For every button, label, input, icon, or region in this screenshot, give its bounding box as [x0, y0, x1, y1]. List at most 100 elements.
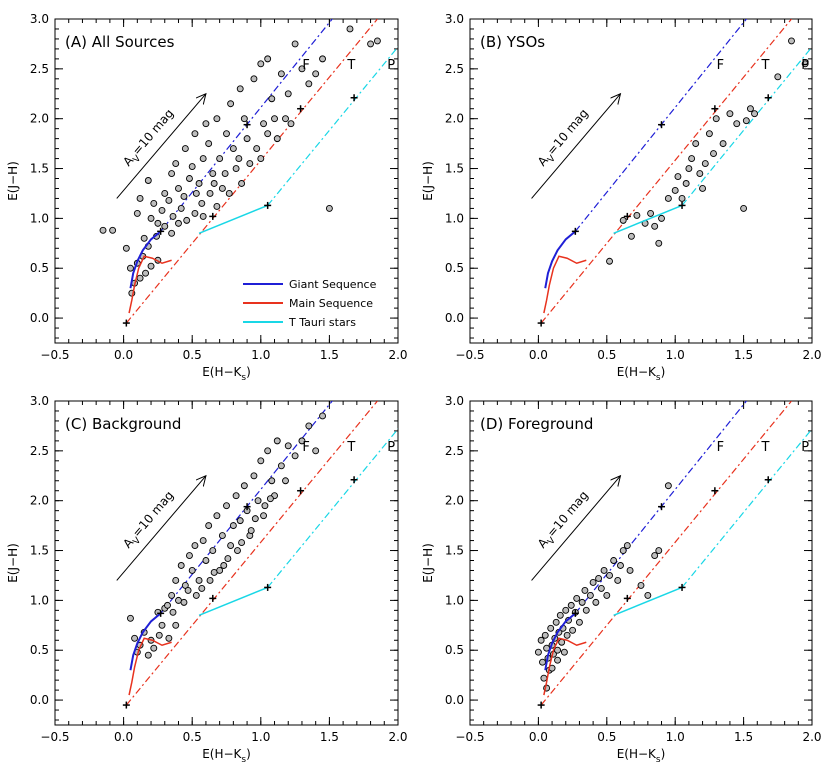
data-point	[325, 204, 333, 212]
panel-all-sources: −0.5 0.0 0.5 1.0 1.5 2.0 0.0 0.5 1.0 1.5 2.0 2.5 3.0…	[6, 12, 408, 383]
data-point	[177, 204, 185, 212]
plus-marker	[623, 212, 631, 220]
panel-background: −0.5 0.0 0.5 1.0 1.5 2.0 0.0 0.5 1.0 1.5 2.0 2.5 3.0…	[6, 394, 408, 765]
data-point	[562, 606, 570, 614]
plus-marker	[678, 201, 686, 209]
plus-marker	[658, 503, 666, 511]
panel-ysos: −0.5 0.0 0.5 1.0 1.5 2.0 0.0 0.5 1.0 1.5 2.0 2.5 3.0…	[421, 12, 822, 383]
y-tick-label: 3.0	[445, 12, 464, 26]
data-point	[142, 269, 150, 277]
data-point	[161, 222, 169, 230]
data-point	[216, 155, 224, 163]
data-point	[291, 452, 299, 460]
data-point	[298, 437, 306, 445]
giant-reddening-line	[574, 401, 748, 614]
data-point	[539, 658, 546, 666]
x-tick-label: 0.5	[183, 348, 202, 362]
ttauri-reddening-line	[681, 46, 812, 206]
plus-marker	[623, 594, 631, 602]
data-point	[251, 515, 259, 523]
y-tick-label: 1.5	[445, 162, 464, 176]
data-point	[287, 120, 295, 128]
data-point	[282, 115, 289, 123]
main-sequence-curve	[543, 637, 587, 696]
data-point	[261, 502, 269, 510]
plus-marker	[209, 212, 217, 220]
y-tick-label: 0.5	[30, 261, 49, 275]
plot-frame	[54, 400, 399, 726]
data-point	[243, 135, 251, 143]
data-point	[181, 145, 189, 153]
x-tick-label: 0.5	[183, 730, 202, 744]
giant-sequence-curve	[129, 230, 162, 289]
plot-area	[122, 401, 398, 709]
data-point	[234, 547, 241, 554]
extinction-arrow	[531, 476, 621, 581]
plus-marker	[264, 201, 272, 209]
data-point	[221, 170, 229, 177]
data-point	[169, 212, 177, 220]
y-tick-label: 1.0	[445, 211, 464, 225]
data-point	[154, 219, 162, 227]
data-point	[213, 202, 221, 210]
data-point	[205, 522, 213, 530]
x-tick-label: −0.5	[455, 730, 484, 744]
data-point	[136, 274, 144, 282]
data-point	[168, 229, 176, 237]
plus-marker	[537, 319, 545, 327]
data-point	[305, 80, 313, 88]
data-point	[127, 264, 134, 272]
main-sequence-curve	[543, 255, 587, 314]
data-point	[619, 216, 627, 224]
sequence-label-t: T	[761, 58, 770, 73]
x-axis-title: E(H−Ks)	[617, 747, 666, 765]
data-point	[678, 194, 686, 202]
data-point	[213, 512, 221, 520]
data-point	[273, 437, 281, 445]
plot-frame	[469, 400, 813, 726]
panel-title: (C) Background	[65, 415, 181, 433]
extinction-arrow	[116, 94, 206, 199]
x-tick-label: 1.5	[320, 730, 339, 744]
plus-marker	[350, 94, 358, 102]
data-point	[277, 462, 285, 470]
data-point	[626, 567, 634, 574]
data-point	[131, 634, 139, 642]
data-point	[240, 115, 248, 123]
main-reddening-line	[540, 401, 792, 706]
sequence-label-p: P	[801, 440, 809, 455]
main-reddening-line	[125, 19, 378, 324]
data-point	[140, 234, 148, 242]
data-point	[600, 567, 608, 574]
data-point	[606, 257, 613, 265]
data-point	[651, 222, 659, 230]
data-point	[319, 55, 326, 63]
giant-sequence-curve	[129, 612, 162, 671]
data-point	[180, 598, 188, 606]
data-point	[127, 614, 134, 622]
data-point	[610, 557, 618, 564]
data-point	[592, 598, 600, 606]
data-point	[172, 160, 180, 168]
data-point	[547, 624, 555, 632]
data-point	[257, 60, 265, 68]
extinction-arrow-label: AV=10 mag	[120, 106, 179, 171]
data-point	[161, 190, 169, 197]
data-point	[188, 163, 196, 170]
data-point	[232, 492, 240, 500]
plus-marker	[157, 609, 165, 617]
data-point	[733, 120, 741, 128]
data-point	[210, 569, 218, 576]
plot-frame	[54, 18, 399, 344]
ttauri-reddening-line	[267, 46, 398, 206]
legend-label: T Tauri stars	[288, 316, 356, 329]
data-point	[312, 70, 320, 78]
x-tick-label: −0.5	[40, 730, 69, 744]
data-point	[184, 586, 192, 594]
panel-title: (B) YSOs	[480, 33, 545, 51]
y-tick-label: 2.0	[445, 494, 464, 508]
data-point	[169, 608, 177, 616]
data-point	[192, 591, 200, 599]
plus-marker	[243, 503, 251, 511]
data-point	[651, 552, 659, 559]
